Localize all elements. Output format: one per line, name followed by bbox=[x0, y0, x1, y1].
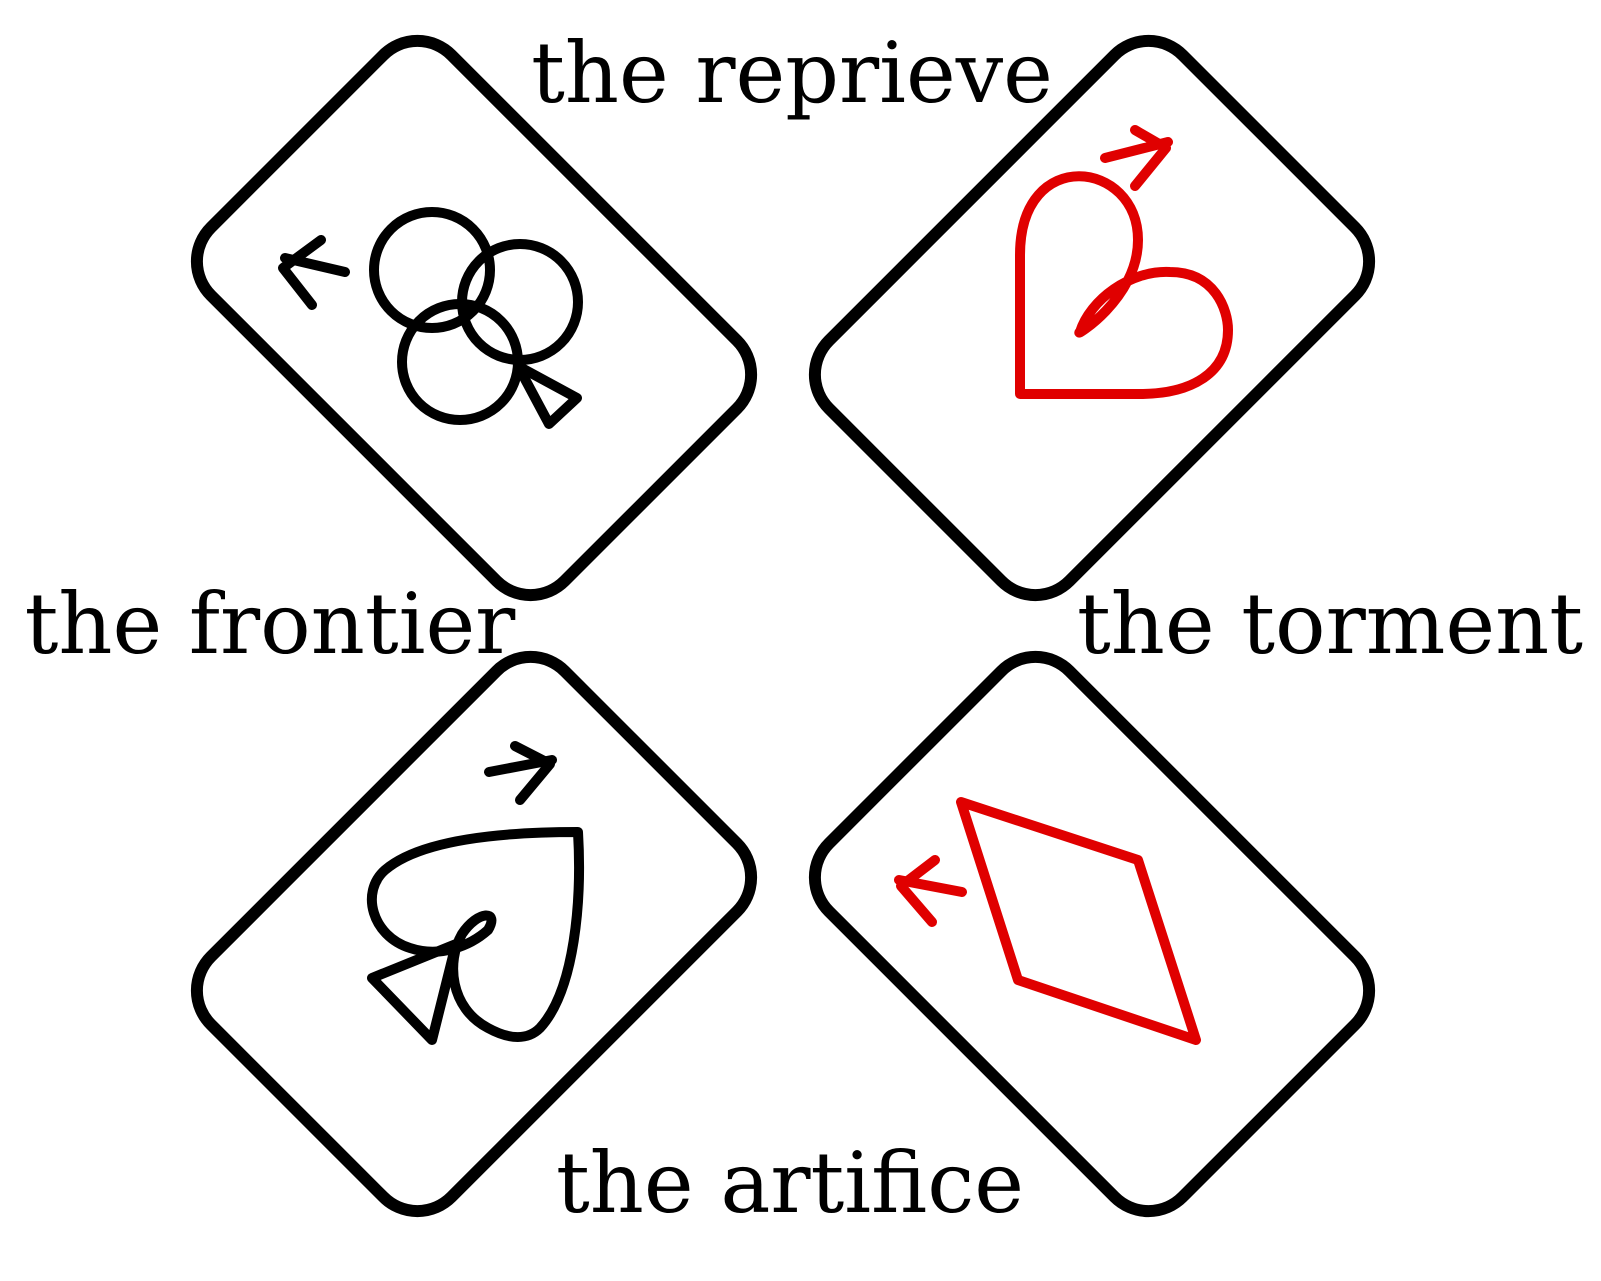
card-spades-outline bbox=[190, 650, 758, 1218]
card-hearts bbox=[808, 34, 1376, 602]
rank-glyph-hearts bbox=[1100, 125, 1173, 191]
label-bottom: the artifice bbox=[556, 1134, 1024, 1232]
diamond-suit-icon bbox=[956, 797, 1201, 1045]
card-diamonds-outline bbox=[808, 650, 1376, 1218]
spade-suit-icon bbox=[366, 827, 584, 1045]
rank-glyph-diamonds bbox=[894, 855, 967, 927]
card-diamonds bbox=[808, 650, 1376, 1218]
label-left: the frontier bbox=[25, 575, 517, 673]
club-suit-icon bbox=[369, 207, 583, 429]
label-top: the reprieve bbox=[531, 24, 1053, 122]
label-right: the torment bbox=[1077, 575, 1583, 673]
card-clubs bbox=[190, 34, 758, 602]
rank-glyph-clubs bbox=[278, 235, 350, 310]
card-spades bbox=[190, 650, 758, 1218]
card-clubs-outline bbox=[190, 34, 758, 602]
heart-suit-icon bbox=[1015, 171, 1233, 399]
rank-glyph-spades bbox=[484, 741, 557, 805]
